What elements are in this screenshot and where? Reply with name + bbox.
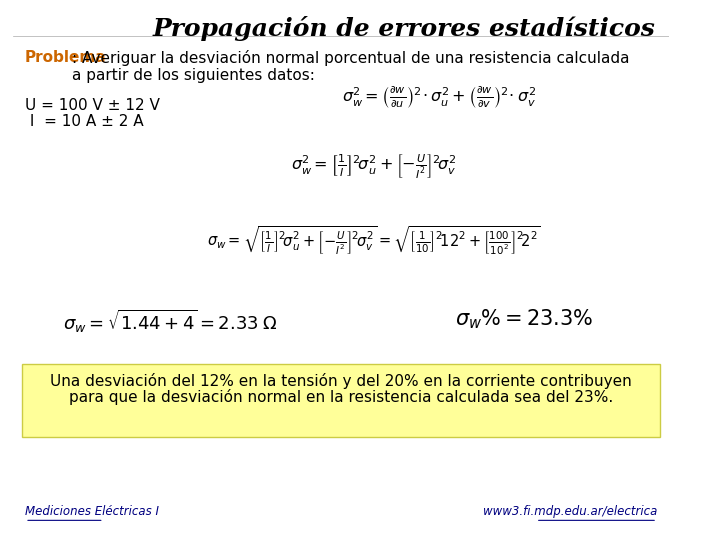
Text: Mediciones Eléctricas I: Mediciones Eléctricas I (25, 505, 159, 518)
Text: para que la desviación normal en la resistencia calculada sea del 23%.: para que la desviación normal en la resi… (69, 389, 613, 405)
FancyBboxPatch shape (22, 364, 660, 436)
Text: $\sigma_w = \sqrt{\left[\frac{1}{I}\right]^2\!\sigma_u^2 + \left[-\frac{U}{I^2}\: $\sigma_w = \sqrt{\left[\frac{1}{I}\righ… (207, 224, 541, 257)
Text: U = 100 V ± 12 V: U = 100 V ± 12 V (25, 98, 160, 113)
Text: Una desviación del 12% en la tensión y del 20% en la corriente contribuyen: Una desviación del 12% en la tensión y d… (50, 373, 632, 389)
Text: : Averiguar la desviación normal porcentual de una resistencia calculada
a parti: : Averiguar la desviación normal porcent… (72, 50, 630, 83)
Text: $\sigma_w^2 = \left[\frac{1}{I}\right]^2\!\sigma_u^2 + \left[-\frac{U}{I^2}\righ: $\sigma_w^2 = \left[\frac{1}{I}\right]^2… (291, 152, 456, 180)
Text: Problema: Problema (25, 50, 107, 65)
Text: I  = 10 A ± 2 A: I = 10 A ± 2 A (25, 114, 144, 129)
Text: $\sigma_w = \sqrt{1.44 + 4} = 2.33\;\Omega$: $\sigma_w = \sqrt{1.44 + 4} = 2.33\;\Ome… (63, 308, 278, 335)
Text: www3.fi.mdp.edu.ar/electrica: www3.fi.mdp.edu.ar/electrica (482, 505, 657, 518)
Text: Propagación de errores estadísticos: Propagación de errores estadísticos (153, 16, 656, 42)
Text: $\sigma_w\% = 23.3\%$: $\sigma_w\% = 23.3\%$ (456, 308, 594, 331)
Text: $\sigma_w^2 = \left(\frac{\partial w}{\partial u}\right)^2\!\cdot\sigma_u^2 + \l: $\sigma_w^2 = \left(\frac{\partial w}{\p… (343, 85, 536, 110)
